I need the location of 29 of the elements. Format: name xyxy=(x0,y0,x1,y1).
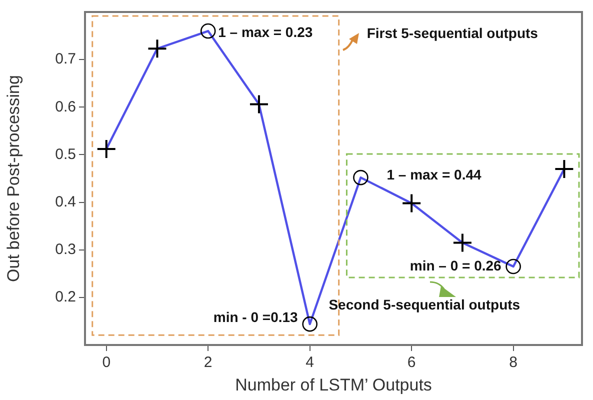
point xyxy=(452,232,472,253)
annotation: min - 0 =0.13 xyxy=(213,308,298,325)
x-axis-title: Number of LSTM’ Outputs xyxy=(235,375,432,394)
annotation: 1 – max = 0.23 xyxy=(218,24,313,40)
annotation: min – 0 = 0.26 xyxy=(410,257,502,274)
y-axis-title: Out before Post-processing xyxy=(4,75,23,282)
annotation: 1 – max = 0.44 xyxy=(386,166,482,182)
y-tick-label: 0.4 xyxy=(55,193,76,210)
x-tick-label: 4 xyxy=(306,354,314,372)
point xyxy=(402,193,422,214)
x-tick-label: 0 xyxy=(102,354,111,372)
point xyxy=(248,94,269,114)
x-tick-label: 2 xyxy=(204,354,212,372)
point xyxy=(302,316,318,332)
y-tick-label: 0.7 xyxy=(55,50,76,68)
point xyxy=(554,158,574,179)
y-tick-label: 0.5 xyxy=(55,146,76,163)
point xyxy=(353,170,368,186)
x-tick-label: 6 xyxy=(407,354,416,372)
point xyxy=(200,23,216,39)
point xyxy=(96,139,116,160)
point xyxy=(506,258,521,274)
annotation: First 5-sequential outputs xyxy=(366,24,538,41)
x-tick-label: 8 xyxy=(509,354,518,372)
annotation: Second 5-sequential outputs xyxy=(328,296,520,312)
y-tick-label: 0.2 xyxy=(55,288,76,306)
y-tick-label: 0.3 xyxy=(55,241,76,258)
y-tick-label: 0.6 xyxy=(55,98,76,116)
point xyxy=(147,38,168,59)
